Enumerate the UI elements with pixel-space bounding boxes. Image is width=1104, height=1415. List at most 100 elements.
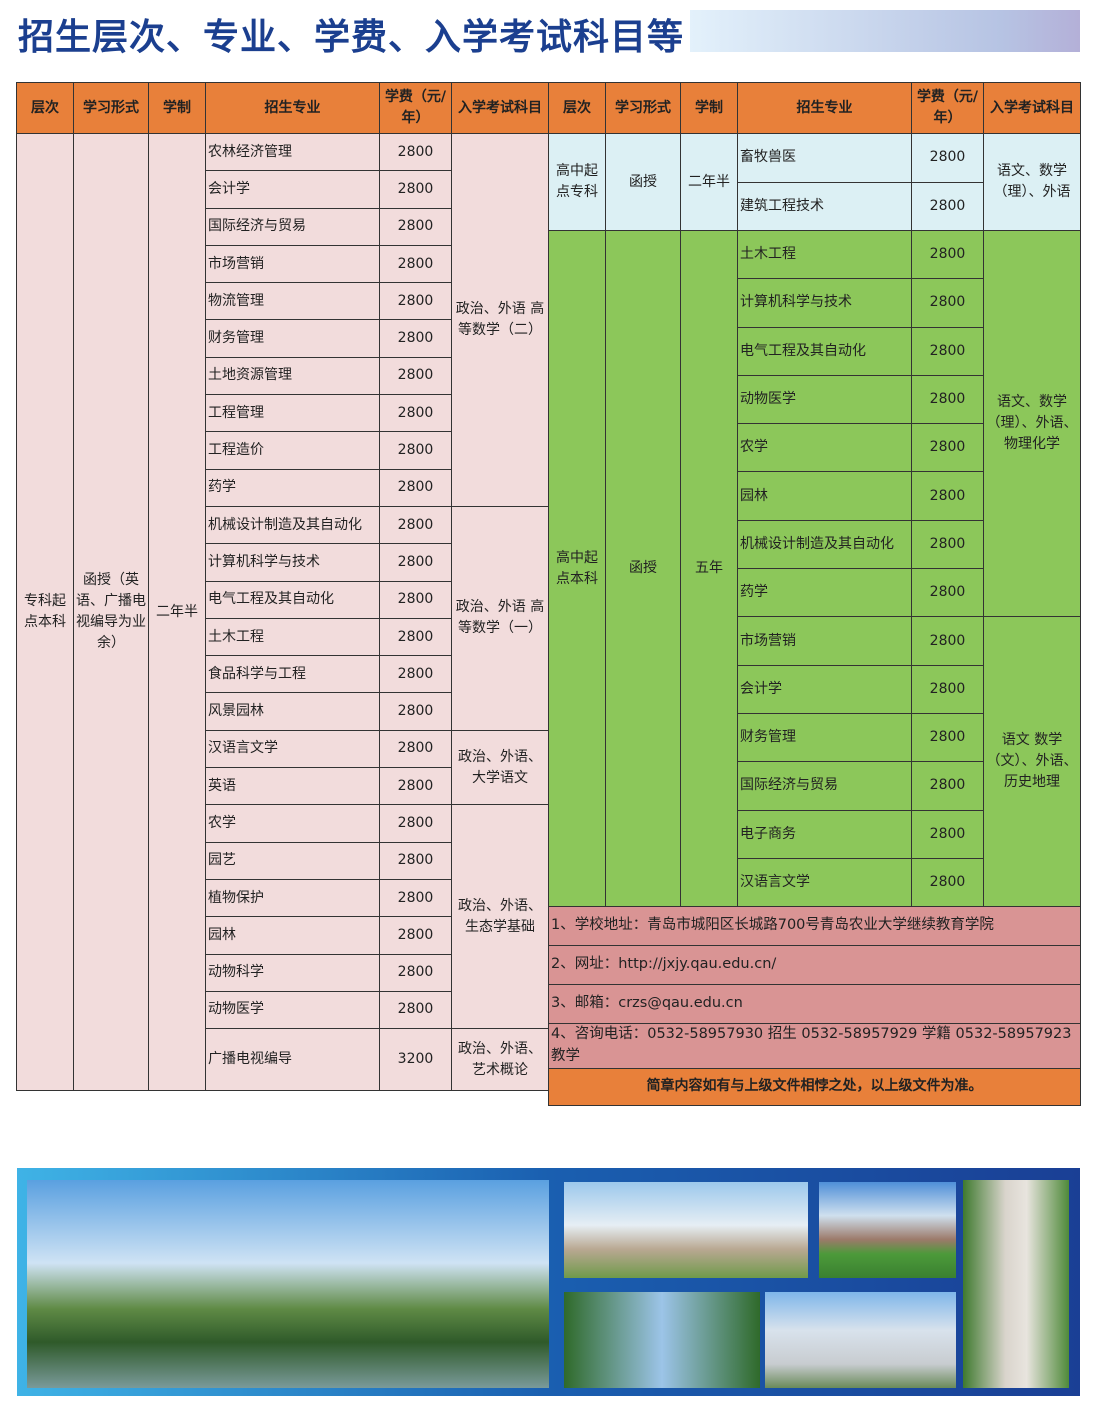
column-header: 学习形式 [73,82,149,134]
column-header: 入学考试科目 [451,82,549,134]
tuition: 2800 [911,229,984,280]
major-name: 汉语言文学 [205,729,380,769]
tuition: 2800 [379,580,452,619]
info-row: 3、邮箱：crzs@qau.edu.cn [548,984,1081,1025]
major-name: 园林 [737,471,912,521]
contact-info: 1、学校地址：青岛市城阳区长城路700号青岛农业大学继续教育学院 [548,906,1081,947]
header-row: 层次 学习形式 学制 招生专业 学费（元/年） 入学考试科目 [548,82,1081,134]
table-row: 动物医学 2800 [17,990,549,1030]
major-name: 会计学 [737,664,912,714]
table-row: 农学 2800 [549,423,1081,473]
major-name: 英语 [205,767,380,806]
tuition: 2800 [911,712,984,763]
column-header: 招生专业 [737,82,912,134]
table-row: 建筑工程技术 2800 [549,181,1081,231]
contact-info: 4、咨询电话：0532-58957930 招生 0532-58957929 学籍… [548,1023,1081,1069]
exam-subjects: 政治、外语 高等数学（二） [451,133,549,507]
table-row: 动物医学 2800 [549,374,1081,425]
tuition: 2800 [379,804,452,843]
major-name: 计算机科学与技术 [205,543,380,582]
major-name: 广播电视编导 [205,1028,380,1092]
tuition: 2800 [379,916,452,955]
tuition: 2800 [379,468,452,507]
tuition: 2800 [379,319,452,358]
exam-subjects: 政治、外语 高等数学（一） [451,505,549,731]
left-table: 层次 学习形式 学制 招生专业 学费（元/年） 入学考试科目 专科起点本科 函授（英语、广播电… [16,82,549,1092]
table-row: 药学 2800 [549,568,1081,618]
exam-subjects: 政治、外语、生态学基础 [451,804,549,1030]
major-name: 土地资源管理 [205,356,380,396]
title-decoration [690,10,1080,52]
tuition: 2800 [379,617,452,657]
table-row: 电气工程及其自动化 2800 [549,326,1081,376]
major-name: 畜牧兽医 [737,133,912,183]
exam-subjects: 语文、数学（理）、外语 [983,133,1081,231]
major-name: 电子商务 [737,809,912,859]
column-header: 层次 [548,82,606,134]
column-header: 学费（元/年） [911,82,984,134]
table-row: 电气工程及其自动化 2800 [17,580,549,619]
photo-lake-campus [27,1180,549,1388]
tuition: 2800 [379,132,452,172]
major-name: 药学 [737,568,912,618]
table-row: 机械设计制造及其自动化 2800 [549,519,1081,570]
exam-subjects: 政治、外语、大学语文 [451,729,549,806]
tuition: 2800 [911,857,984,908]
table-row: 园艺 2800 [17,841,549,880]
major-name: 园艺 [205,841,380,880]
contact-info: 3、邮箱：crzs@qau.edu.cn [548,984,1081,1025]
tuition: 2800 [379,505,452,545]
tuition: 2800 [379,878,452,918]
table-row: 食品科学与工程 2800 [17,655,549,694]
major-name: 国际经济与贸易 [737,761,912,811]
table-row: 广播电视编导 3200 政治、外语、艺术概论 [17,1028,549,1092]
table-row: 市场营销 2800 [17,244,549,284]
tuition: 2800 [911,423,984,473]
photo-tree-road [564,1292,760,1388]
right-table: 层次 学习形式 学制 招生专业 学费（元/年） 入学考试科目 高中起点专科 函授 二年半 畜牧兽医… [548,82,1081,1106]
tuition: 2800 [379,655,452,694]
table-row: 专科起点本科 函授（英语、广播电视编导为业余） 二年半 农林经济管理 2800 政治、外语… [16,132,549,1092]
exam-subjects: 政治、外语、艺术概论 [451,1028,549,1092]
level-cell: 专科起点本科 [16,132,74,1092]
tuition: 2800 [379,356,452,396]
info-row: 4、咨询电话：0532-58957930 招生 0532-58957929 学籍… [548,1023,1081,1069]
table-row: 农学 2800 政治、外语、生态学基础 [17,804,549,1030]
column-header: 学费（元/年） [379,82,452,134]
table-row: 物流管理 2800 [17,282,549,321]
tuition: 2800 [911,278,984,328]
tuition: 2800 [911,568,984,618]
table-row: 汉语言文学 2800 [549,857,1081,908]
major-name: 物流管理 [205,282,380,321]
tuition: 2800 [379,990,452,1030]
tuition: 3200 [379,1028,452,1092]
table-row: 园林 2800 [549,471,1081,521]
tuition: 2800 [911,809,984,859]
major-name: 电气工程及其自动化 [737,326,912,376]
major-name: 会计学 [205,170,380,209]
table-row: 财务管理 2800 [549,712,1081,763]
exam-subjects: 语文 数学（文）、外语、历史地理 [983,616,1081,908]
note-row: 简章内容如有与上级文件相悖之处，以上级文件为准。 [548,1067,1081,1106]
major-name: 农学 [205,804,380,843]
tuition: 2800 [379,170,452,209]
form-cell: 函授 [605,229,681,908]
page-title: 招生层次、专业、学费、入学考试科目等 [18,17,685,58]
tuition: 2800 [911,133,984,183]
tuition: 2800 [379,394,452,433]
tuition: 2800 [911,616,984,666]
table-row: 计算机科学与技术 2800 [17,543,549,582]
table-row: 国际经济与贸易 2800 [549,761,1081,811]
column-header: 学制 [148,82,206,134]
major-name: 财务管理 [737,712,912,763]
photo-building [765,1292,956,1388]
photo-stone [963,1180,1069,1388]
major-name: 动物医学 [737,374,912,425]
photo-gate [564,1182,808,1278]
column-header: 招生专业 [205,82,380,134]
table-row: 工程造价 2800 [17,431,549,470]
major-name: 农林经济管理 [205,132,380,172]
major-name: 动物医学 [205,990,380,1030]
tuition: 2800 [911,471,984,521]
column-header: 学习形式 [605,82,681,134]
